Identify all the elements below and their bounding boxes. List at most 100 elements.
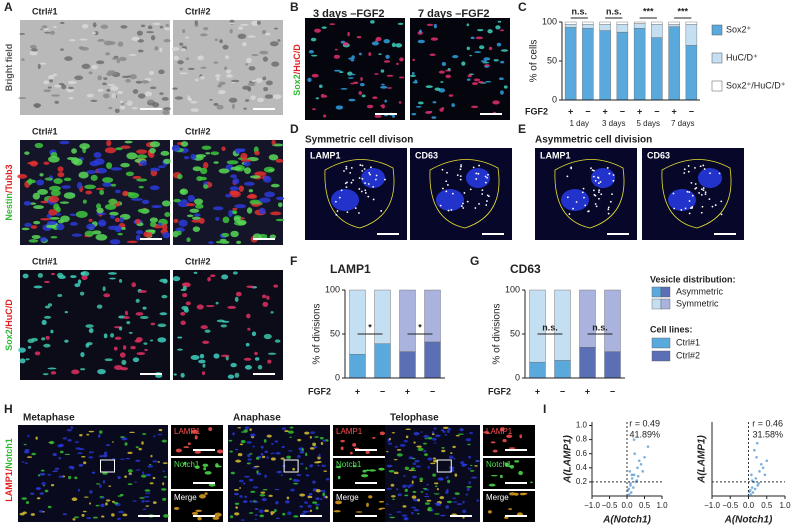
- texture: [73, 516, 79, 519]
- texture: [293, 482, 299, 485]
- texture: [85, 324, 94, 328]
- texture: [460, 461, 465, 465]
- legend-title: Vesicle distribution:: [650, 274, 736, 284]
- texture: [247, 453, 251, 458]
- micrograph: [305, 18, 405, 120]
- texture: [354, 207, 357, 210]
- x-tick-label: +: [405, 386, 410, 396]
- texture: [47, 75, 55, 80]
- bar: [616, 31, 629, 101]
- texture: [162, 482, 165, 486]
- texture: [275, 451, 281, 455]
- x-tick-label: −: [380, 386, 385, 396]
- texture: [149, 221, 157, 228]
- texture: [425, 493, 428, 495]
- texture: [296, 474, 302, 477]
- texture: [310, 431, 316, 435]
- texture: [256, 20, 261, 25]
- texture: [475, 36, 484, 40]
- texture: [427, 457, 433, 461]
- texture: [255, 456, 260, 460]
- texture: [408, 456, 414, 460]
- texture: [49, 185, 61, 192]
- point: [641, 470, 645, 473]
- texture: [249, 428, 252, 431]
- texture: [117, 475, 121, 480]
- texture: [243, 181, 255, 186]
- texture: [240, 23, 249, 26]
- texture: [446, 430, 451, 433]
- texture: [55, 206, 61, 213]
- texture: [277, 39, 281, 42]
- texture: [62, 437, 68, 440]
- texture: [275, 501, 279, 505]
- texture: [97, 39, 105, 42]
- texture: [321, 26, 327, 29]
- texture: [187, 442, 191, 446]
- texture: [162, 462, 168, 464]
- texture: [59, 21, 65, 24]
- column-title: Ctrl#2: [185, 126, 211, 136]
- texture: [58, 475, 64, 478]
- x-tick-label: 0.0: [621, 501, 633, 510]
- texture: [372, 96, 378, 100]
- texture: [259, 50, 269, 55]
- texture: [266, 456, 269, 459]
- texture: [139, 497, 145, 499]
- texture: [227, 374, 235, 379]
- texture: [372, 185, 375, 188]
- texture: [264, 32, 271, 36]
- texture: [203, 26, 209, 31]
- texture: [350, 73, 356, 76]
- annotation: r = 0.46: [752, 418, 783, 428]
- texture: [185, 301, 191, 306]
- texture: [426, 483, 429, 486]
- texture: [415, 465, 421, 468]
- texture: [107, 272, 117, 275]
- texture: [362, 469, 367, 473]
- texture: [74, 283, 81, 288]
- texture: [234, 204, 247, 209]
- bar: [633, 23, 646, 29]
- texture: [109, 211, 119, 216]
- panel-label: B: [290, 0, 299, 14]
- texture: [237, 33, 247, 39]
- texture: [252, 501, 259, 503]
- label-part: Nestin: [4, 193, 14, 221]
- texture: [47, 473, 52, 476]
- texture: [281, 427, 287, 430]
- texture: [68, 86, 74, 90]
- x-tick-label: −: [560, 386, 565, 396]
- texture: [598, 197, 600, 200]
- texture: [347, 77, 354, 79]
- texture: [183, 461, 187, 465]
- texture: [127, 469, 133, 473]
- texture: [239, 487, 242, 489]
- texture: [61, 185, 72, 189]
- texture: [289, 477, 292, 481]
- texture: [687, 165, 690, 167]
- texture: [114, 217, 121, 223]
- texture: [487, 29, 493, 34]
- texture: [347, 71, 353, 76]
- texture: [234, 492, 239, 496]
- texture: [52, 452, 57, 457]
- texture: [39, 472, 46, 476]
- texture: [21, 58, 25, 61]
- texture: [451, 192, 454, 195]
- texture: [414, 459, 420, 463]
- texture: [150, 167, 161, 172]
- texture: [493, 59, 499, 62]
- point: [756, 484, 759, 487]
- texture: [461, 463, 468, 466]
- texture: [581, 191, 584, 194]
- texture: [138, 185, 144, 189]
- texture: [21, 227, 30, 231]
- texture: [440, 514, 446, 517]
- texture: [264, 191, 276, 198]
- texture: [420, 431, 423, 433]
- point: [763, 473, 767, 477]
- texture: [68, 39, 76, 42]
- texture: [333, 69, 342, 72]
- texture: [158, 428, 163, 432]
